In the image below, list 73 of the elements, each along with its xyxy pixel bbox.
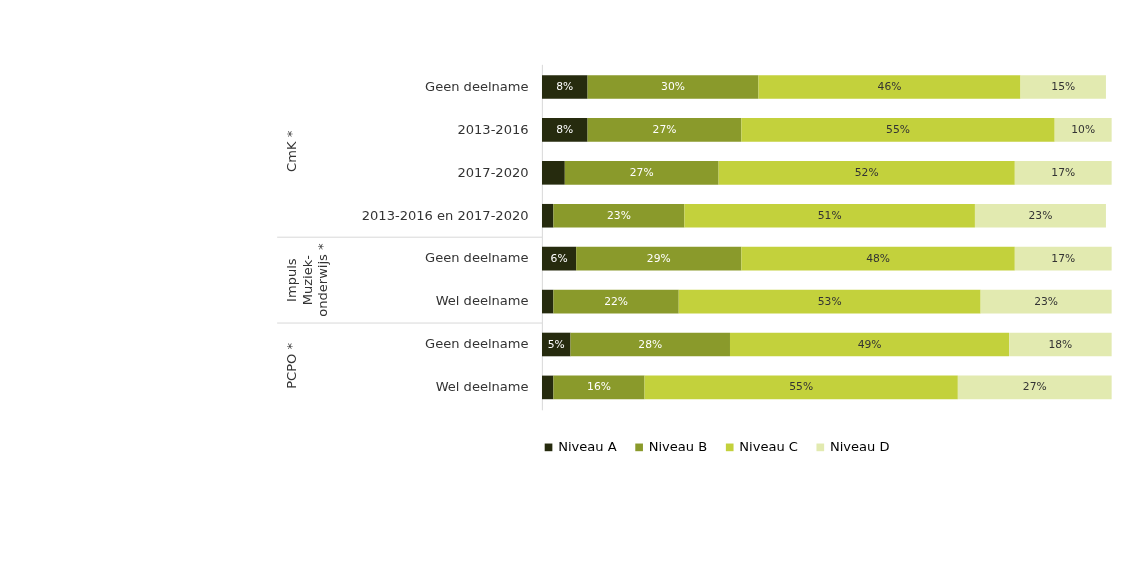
text: PCPO * (284, 342, 300, 389)
bar (542, 75, 588, 99)
data-label: 51% (817, 208, 842, 222)
bar (553, 203, 685, 228)
y-tick-label: Geen deelname (425, 336, 529, 352)
bar (980, 289, 1112, 314)
bar (684, 203, 975, 228)
bar (741, 246, 1015, 271)
bar (741, 118, 1055, 142)
bar (758, 75, 1021, 99)
bar (1009, 332, 1112, 357)
data-label: 55% (789, 380, 814, 394)
data-label: 46% (877, 80, 902, 94)
bar (542, 161, 565, 185)
bar (587, 118, 742, 142)
bar (644, 375, 958, 400)
data-label: 28% (638, 337, 663, 351)
data-label: 53% (817, 294, 842, 308)
data-label: 22% (604, 294, 628, 308)
data-label: 17% (1051, 165, 1076, 179)
bar (553, 289, 679, 314)
bar (542, 375, 554, 400)
data-label: 29% (646, 251, 671, 265)
y-tick-label: 2013-2016 (457, 121, 529, 137)
bar (957, 375, 1112, 400)
data-label: 27% (1022, 380, 1047, 394)
data-label: 27% (652, 122, 677, 136)
text: CmK * (284, 130, 300, 172)
bar (1054, 118, 1112, 142)
data-label: 10% (1071, 122, 1096, 136)
bar (542, 118, 588, 142)
y-tick-label: 2013-2016 en 2017-2020 (361, 207, 529, 223)
bar (570, 332, 730, 357)
data-label: 52% (854, 165, 879, 179)
data-label: 16% (587, 380, 611, 394)
legend-label: Niveau A (558, 439, 617, 455)
y-tick-label: Geen deelname (425, 78, 529, 94)
bar (542, 203, 554, 228)
y-tick-label: Geen deelname (425, 250, 529, 266)
data-label: 48% (866, 251, 891, 265)
data-label: 8% (556, 80, 574, 94)
bar (542, 289, 554, 314)
bar (718, 161, 1015, 185)
bar (1020, 75, 1106, 99)
bar (587, 75, 759, 99)
data-label: 6% (550, 251, 568, 265)
data-label: 17% (1051, 251, 1076, 265)
data-label: 55% (886, 122, 910, 136)
legend-label: Niveau B (648, 439, 708, 455)
data-label: 27% (629, 165, 654, 179)
bar (729, 332, 1010, 357)
bar (576, 246, 742, 271)
y-tick-label: Wel deelname (435, 379, 529, 395)
data-label: 23% (1034, 294, 1059, 308)
data-label: 30% (661, 80, 685, 94)
bar (1014, 161, 1112, 185)
data-label: 23% (1028, 208, 1053, 222)
bar (1014, 246, 1112, 271)
data-label: 8% (556, 122, 574, 136)
data-label: 15% (1051, 80, 1076, 94)
bar (553, 375, 645, 400)
y-tick-label: Wel deelname (435, 293, 529, 309)
bar (564, 161, 719, 185)
legend-label: Niveau D (829, 439, 890, 455)
data-label: 18% (1048, 337, 1073, 351)
legend-label: Niveau C (739, 439, 798, 455)
bar (678, 289, 981, 314)
data-label: 49% (857, 337, 882, 351)
text: Impuls Muziek-onderwijs * (284, 242, 331, 317)
data-label: 23% (606, 208, 631, 222)
y-tick-label: 2017-2020 (457, 164, 529, 180)
data-label: 5% (547, 337, 565, 351)
bar (974, 203, 1106, 228)
